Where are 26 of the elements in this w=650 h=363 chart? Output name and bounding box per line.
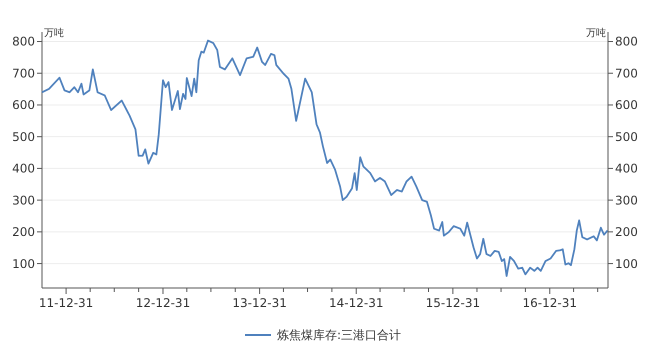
y-tick-label: 600 (12, 98, 35, 112)
x-tick-label: 11-12-31 (38, 296, 94, 310)
y-tick-label: 700 (12, 66, 35, 80)
y-tick-label: 800 (12, 34, 35, 49)
y-tick-label: 400 (12, 162, 35, 176)
x-tick-label: 14-12-31 (329, 296, 384, 310)
y-tick-label: 100 (12, 256, 35, 271)
y2-tick-label: 100 (615, 256, 638, 271)
y2-tick-label: 600 (615, 98, 638, 112)
y2-tick-label: 500 (615, 130, 638, 144)
y2-axis-title: 万吨 (586, 27, 606, 39)
y-tick-label: 500 (12, 130, 35, 144)
legend-label: 炼焦煤库存:三港口合计 (277, 328, 402, 342)
y2-tick-label: 800 (615, 34, 638, 49)
y2-tick-label: 400 (615, 162, 638, 176)
x-tick-label: 16-12-31 (522, 296, 577, 310)
y2-tick-label: 700 (615, 66, 638, 80)
line-series (41, 40, 608, 277)
y-tick-label: 200 (12, 225, 35, 240)
x-tick-label: 15-12-31 (426, 296, 480, 310)
y-axis-title: 万吨 (44, 27, 64, 39)
y2-tick-label: 200 (615, 225, 638, 240)
x-tick-label: 13-12-31 (232, 296, 287, 310)
y2-tick-label: 300 (615, 193, 638, 208)
x-tick-label: 12-12-31 (136, 296, 190, 310)
y-tick-label: 300 (12, 193, 35, 208)
